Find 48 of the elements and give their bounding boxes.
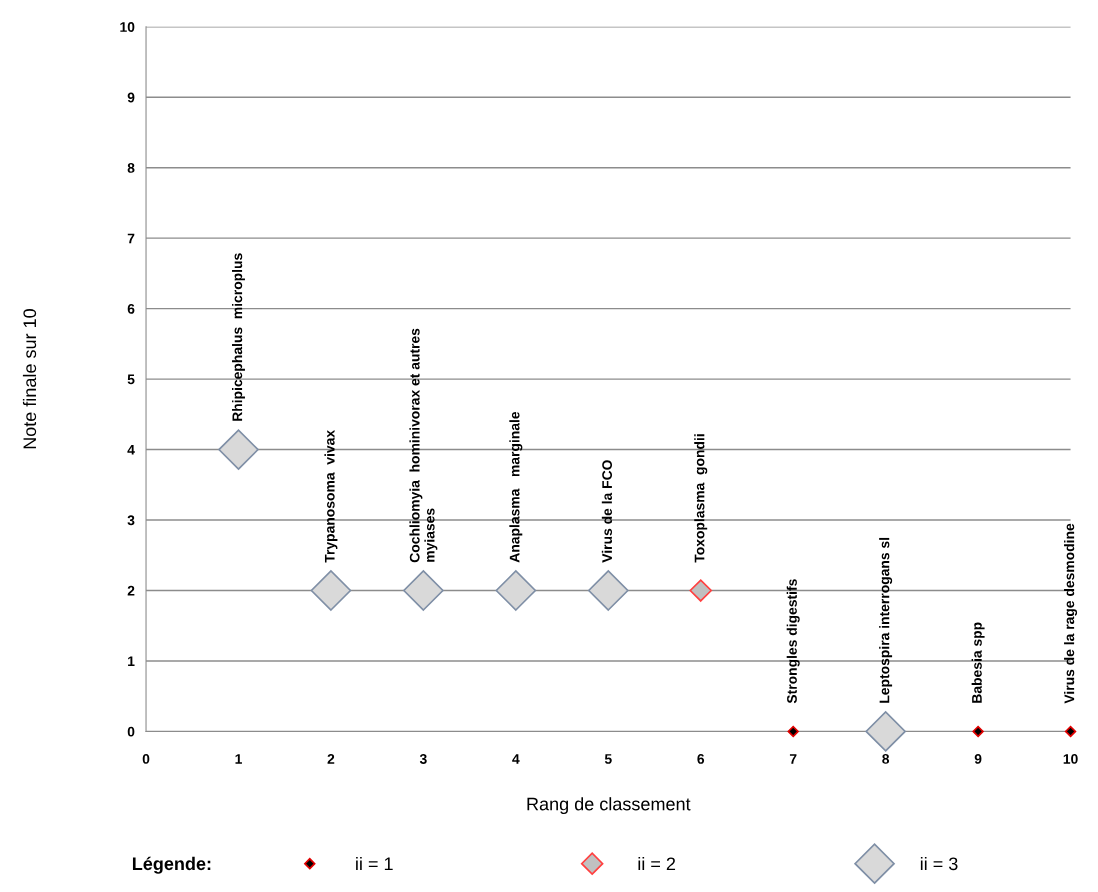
x-tick-label: 3 [419, 754, 427, 764]
point [403, 570, 444, 611]
annotation: Trypanosoma vivax [324, 430, 338, 563]
x-tick-label: 7 [789, 754, 797, 764]
legend-label: ii = 2 [638, 856, 676, 870]
annotation: Strongles digestifs [786, 579, 800, 704]
y-tick-label: 2 [127, 585, 135, 596]
y-axis-title: Note finale sur 10 [22, 309, 37, 449]
point [218, 429, 259, 470]
x-tick-label: 5 [604, 754, 612, 764]
point [787, 725, 799, 738]
legend-label: ii = 3 [920, 856, 958, 871]
point [972, 725, 984, 738]
legend-title: Légende: [132, 856, 211, 874]
point [865, 711, 906, 752]
x-tick-label: 9 [974, 754, 982, 764]
annotation: Virus de la rage desmodine [1064, 523, 1078, 704]
annotation: Leptospira interrogans sl [879, 537, 893, 703]
x-tick-label: 8 [882, 754, 890, 764]
x-tick-label: 0 [142, 754, 150, 764]
y-tick-label: 3 [127, 515, 135, 526]
x-axis-title: Rang de classement [527, 797, 691, 814]
point [1064, 725, 1077, 738]
annotation: Toxoplasma gondii [694, 434, 708, 563]
x-tick-label: 4 [512, 754, 520, 764]
annotation: Babesia spp [971, 622, 985, 703]
x-tick-label: 6 [697, 754, 705, 764]
y-tick-label: 9 [127, 92, 135, 103]
x-tick-label: 1 [235, 754, 242, 764]
y-tick-label: 10 [120, 22, 135, 32]
point [587, 570, 629, 611]
y-tick-label: 8 [127, 163, 135, 173]
y-tick-label: 1 [128, 656, 135, 666]
y-tick-label: 6 [127, 303, 135, 314]
point [495, 570, 537, 611]
annotation: Rhipicephalus microplus [232, 253, 245, 421]
y-tick-label: 0 [127, 726, 135, 737]
x-tick-label: 2 [327, 754, 335, 764]
annotation: Anaplasma marginale [509, 411, 523, 563]
annotation: Virus de la FCO [601, 460, 613, 563]
point [310, 570, 352, 611]
point [689, 579, 713, 602]
x-tick-label: 10 [1063, 754, 1078, 764]
y-tick-label: 7 [127, 233, 135, 244]
legend-label: ii = 1 [356, 856, 393, 870]
annotation: Cochliomyia hominivorax et autres myiases [409, 328, 438, 563]
y-tick-label: 5 [127, 374, 135, 385]
y-tick-label: 4 [127, 445, 135, 455]
